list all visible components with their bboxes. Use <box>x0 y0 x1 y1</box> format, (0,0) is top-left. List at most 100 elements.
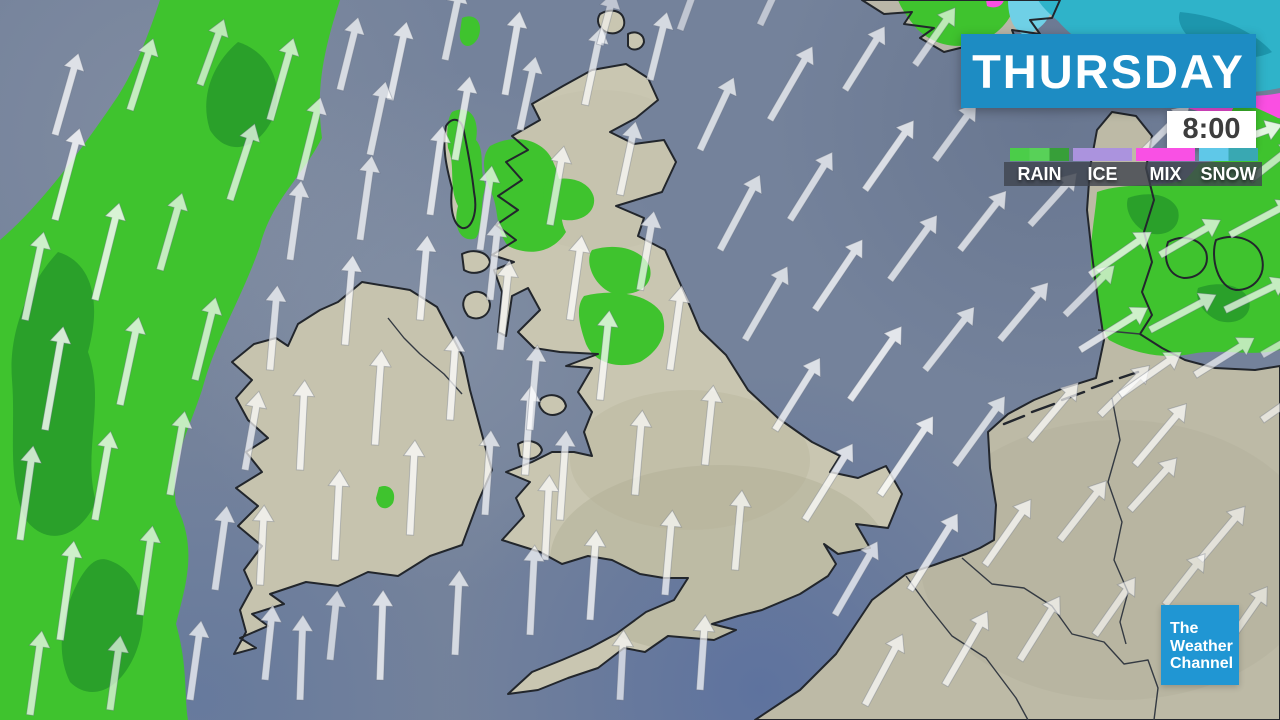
wind-arrow <box>921 306 975 373</box>
wind-arrow <box>40 325 72 432</box>
wind-arrow <box>741 265 790 343</box>
legend-chip-snow <box>1199 148 1258 161</box>
wind-arrow <box>629 409 653 496</box>
legend-label-mix: MIX <box>1149 163 1182 184</box>
wind-arrow <box>1117 351 1183 399</box>
wind-arrow <box>1087 231 1153 279</box>
wind-arrow <box>956 190 1007 253</box>
wind-arrow <box>1161 553 1206 608</box>
wind-arrow <box>190 296 223 382</box>
wind-arrow <box>292 379 316 471</box>
wind-arrow <box>115 316 147 407</box>
precip-mix <box>986 0 1004 8</box>
wind-arrow <box>565 234 591 322</box>
wind-arrow <box>595 0 622 47</box>
precip-rain <box>589 246 651 295</box>
precip-rain <box>578 292 665 366</box>
wind-arrow <box>996 281 1049 344</box>
precip-rain_dark <box>206 42 278 148</box>
wind-arrow <box>716 174 763 253</box>
time-box: 8:00 <box>1167 111 1256 148</box>
wind-arrow <box>195 18 230 87</box>
wind-arrow <box>371 589 394 681</box>
wind-arrow <box>615 120 644 197</box>
wind-arrow <box>1056 480 1107 543</box>
logo-line: The <box>1170 620 1199 637</box>
wind-arrow <box>155 192 189 272</box>
wind-arrow <box>425 124 452 217</box>
precip-snow_light <box>1008 0 1054 35</box>
wind-arrow <box>265 37 300 122</box>
wind-arrow <box>665 284 691 372</box>
weather-channel-logo: The Weather Channel <box>1161 605 1239 685</box>
wind-arrow <box>365 80 394 157</box>
wind-arrow <box>15 445 43 542</box>
wind-arrow <box>553 429 577 521</box>
wind-arrow <box>185 619 211 702</box>
wind-arrow <box>861 633 905 708</box>
precip-legend: RAIN ICE MIX SNOW <box>1004 148 1262 186</box>
precip-rain_dark <box>1127 194 1179 235</box>
wind-arrow <box>583 529 607 621</box>
wind-arrow <box>340 254 363 346</box>
wind-arrow <box>841 25 886 93</box>
wind-arrow <box>295 96 328 182</box>
wind-arrow <box>402 439 426 536</box>
wind-arrow <box>595 309 620 401</box>
wind-arrow <box>931 102 977 163</box>
wind-arrow <box>495 259 520 351</box>
wind-arrow <box>25 629 51 717</box>
wind-arrow <box>611 629 635 701</box>
wind-arrow <box>1126 457 1178 514</box>
wind-arrow <box>537 474 560 561</box>
wind-arrow <box>645 11 675 82</box>
wind-arrow <box>251 504 275 586</box>
wind-arrow <box>20 231 52 322</box>
wind-arrow <box>700 384 724 466</box>
wind-arrow <box>756 0 787 28</box>
wind-arrow <box>635 210 663 292</box>
wind-arrows-layer <box>15 0 1280 717</box>
wind-arrow <box>1222 276 1280 314</box>
wind-arrow <box>911 6 956 68</box>
wind-arrow <box>886 214 938 283</box>
wind-arrow <box>951 395 1006 468</box>
netherlands-germany-border <box>1107 397 1129 645</box>
wind-arrow <box>729 489 752 571</box>
wind-arrow <box>264 284 288 371</box>
wind-arrow <box>1026 381 1079 444</box>
wind-arrow <box>861 119 915 193</box>
wind-arrow <box>941 610 990 688</box>
wind-arrow <box>766 45 815 123</box>
wind-arrow <box>659 509 683 596</box>
wind-arrow <box>771 357 821 433</box>
wind-arrow <box>327 469 351 561</box>
wind-arrow <box>259 604 283 681</box>
wind-arrow <box>285 179 311 262</box>
wind-arrow <box>55 540 83 642</box>
wind-arrow <box>1131 403 1188 469</box>
belgium-netherlands-border <box>961 557 1159 720</box>
legend-chip-rain <box>1010 148 1069 161</box>
legend-labels: RAIN ICE MIX SNOW <box>1004 162 1262 186</box>
wind-arrow <box>1077 306 1149 354</box>
wind-arrow <box>522 544 546 636</box>
wind-arrow <box>801 442 854 523</box>
precip-rain <box>0 0 340 720</box>
wind-arrow <box>50 52 85 137</box>
legend-chip-mix <box>1136 148 1195 161</box>
wind-arrow <box>50 127 87 222</box>
wind-arrow <box>692 614 716 691</box>
wind-arrow <box>335 16 366 92</box>
wind-arrow <box>1147 292 1218 334</box>
precip-rain_dark <box>1197 284 1250 323</box>
wind-arrow <box>675 0 704 32</box>
wind-arrow <box>485 219 509 301</box>
precip-rain <box>459 16 481 46</box>
wind-arrow <box>1157 218 1222 259</box>
wind-arrow <box>105 634 130 712</box>
wind-arrow <box>475 164 501 252</box>
day-label: THURSDAY <box>972 44 1245 98</box>
wind-arrow <box>290 614 314 701</box>
